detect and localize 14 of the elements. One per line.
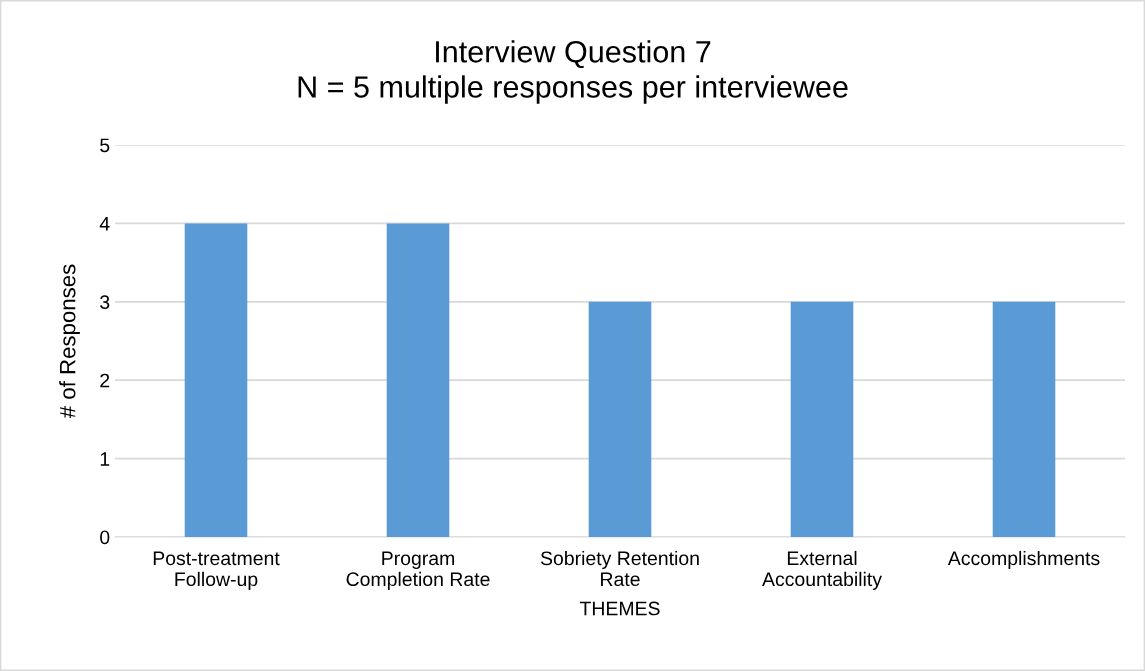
x-tick-label: External Accountability [762,550,882,590]
y-tick-label: 4 [99,217,110,231]
x-tick-label: Post-treatment Follow-up [153,551,280,590]
y-tick-label: 1 [100,452,110,466]
x-tick-label: Sobriety Retention Rate [540,550,699,587]
x-tick-label: Accomplishments [947,550,1100,570]
x-axis-title: THEMES [579,601,660,616]
y-tick-label: 2 [100,373,110,388]
x-tick-label: Program Completion Rate [346,551,490,590]
y-tick-label: 3 [100,295,110,310]
chart-title: Interview Question 7 N = 5 multiple responses per interviewee [298,40,848,104]
y-tick-label: 5 [100,138,110,153]
y-axis-title: # of Responses [59,264,80,419]
y-tick-label: 0 [100,530,110,545]
